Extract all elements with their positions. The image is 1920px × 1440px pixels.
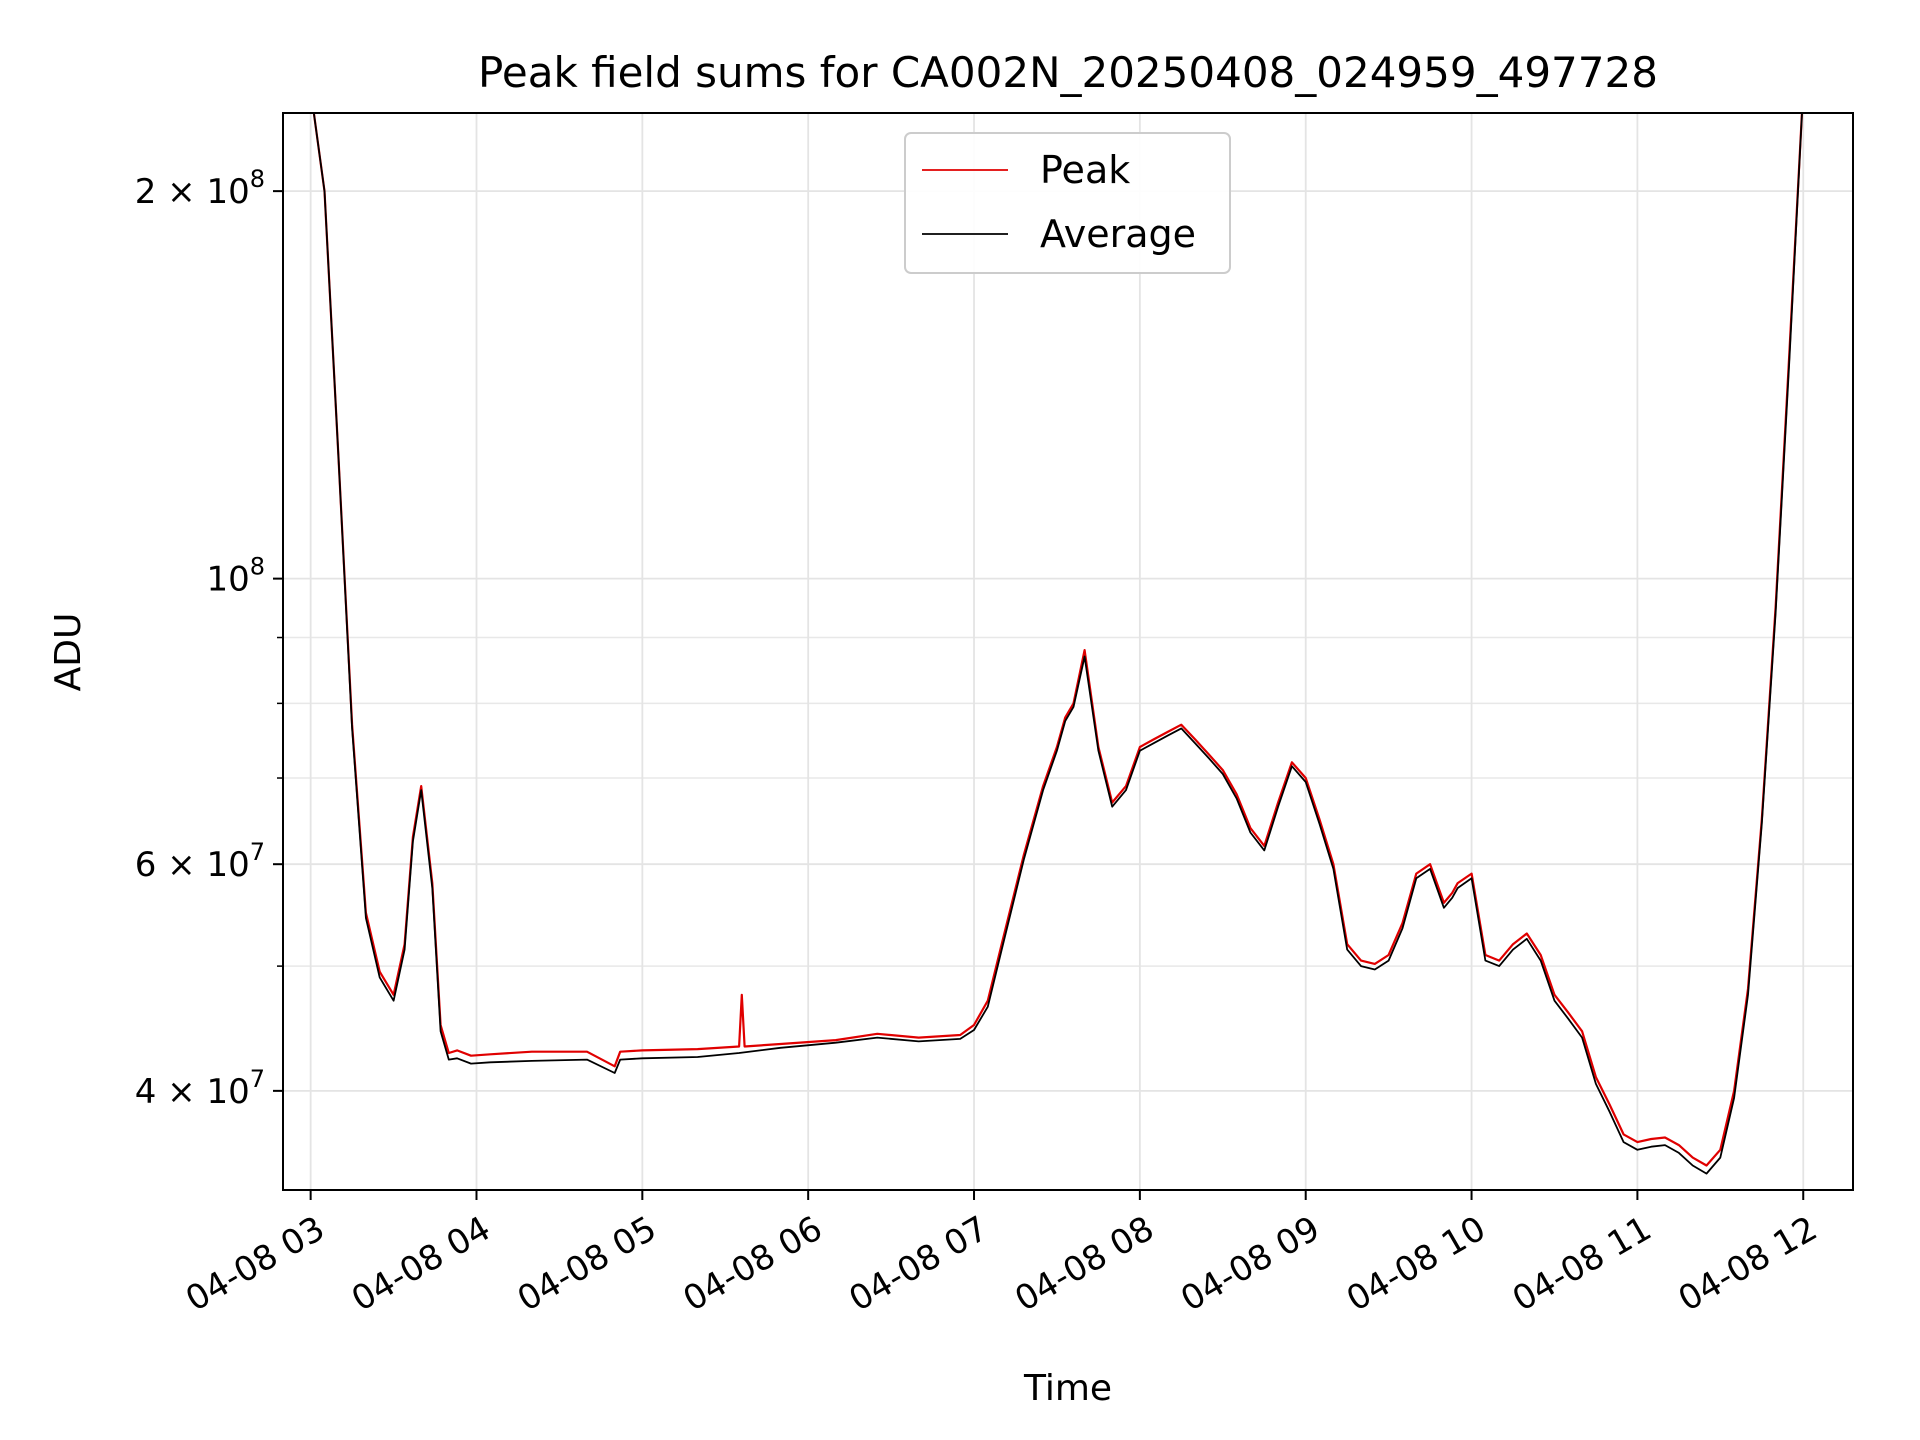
y-tick-label: 4 × 107	[135, 1065, 265, 1112]
y-axis: 4 × 107 6 × 107 108 2 × 108	[135, 165, 283, 1112]
y-tick-label: 108	[206, 553, 265, 600]
legend-label-peak: Peak	[1040, 148, 1130, 192]
series-line-peak	[312, 113, 1804, 1167]
legend: Peak Average	[904, 132, 1231, 274]
chart-title: Peak field sums for CA002N_20250408_0249…	[478, 48, 1658, 97]
x-axis-label: Time	[1023, 1368, 1112, 1409]
series-layer	[312, 113, 1804, 1175]
series-line-average	[312, 113, 1803, 1175]
legend-label-average: Average	[1040, 212, 1196, 256]
grid	[283, 113, 1853, 1190]
y-tick-label: 6 × 107	[135, 838, 265, 885]
plot-frame	[282, 112, 1854, 1191]
y-tick-label: 2 × 108	[135, 165, 265, 212]
y-axis-label: ADU	[48, 613, 89, 692]
legend-box	[904, 132, 1231, 274]
